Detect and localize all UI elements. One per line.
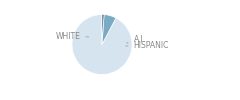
Wedge shape bbox=[72, 14, 132, 74]
Text: HISPANIC: HISPANIC bbox=[126, 42, 169, 50]
Wedge shape bbox=[102, 14, 104, 44]
Text: A.I.: A.I. bbox=[127, 35, 146, 44]
Wedge shape bbox=[102, 15, 116, 45]
Text: WHITE: WHITE bbox=[55, 32, 89, 41]
